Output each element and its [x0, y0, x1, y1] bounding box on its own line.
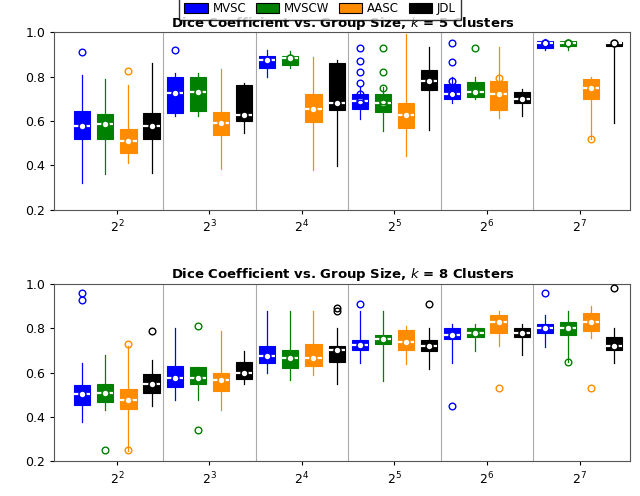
Bar — [213, 112, 229, 135]
Bar — [328, 346, 345, 362]
Bar — [259, 56, 275, 67]
Bar — [305, 94, 321, 122]
Bar — [421, 340, 437, 351]
Bar — [513, 92, 530, 103]
Bar — [143, 374, 159, 392]
Bar — [537, 41, 553, 48]
Bar — [398, 330, 414, 351]
Bar — [143, 113, 159, 138]
Bar — [236, 85, 252, 121]
Bar — [537, 324, 553, 333]
Bar — [444, 328, 460, 339]
Bar — [328, 63, 345, 110]
Bar — [120, 128, 136, 153]
Bar — [560, 41, 576, 46]
Bar — [490, 315, 507, 333]
Bar — [606, 337, 622, 351]
Bar — [444, 84, 460, 99]
Bar — [213, 373, 229, 391]
Bar — [398, 103, 414, 127]
Bar — [282, 351, 298, 368]
Bar — [259, 347, 275, 363]
Bar — [282, 56, 298, 65]
Bar — [375, 335, 391, 344]
Title: Dice Coefficient vs. Group Size, $k$ = 8 Clusters: Dice Coefficient vs. Group Size, $k$ = 8… — [170, 266, 515, 283]
Bar — [351, 94, 368, 109]
Bar — [236, 362, 252, 379]
Bar — [74, 111, 90, 138]
Bar — [583, 313, 599, 330]
Bar — [189, 76, 206, 111]
Bar — [97, 384, 113, 402]
Bar — [166, 366, 183, 387]
Bar — [351, 340, 368, 351]
Bar — [467, 82, 483, 97]
Bar — [305, 344, 321, 367]
Bar — [467, 328, 483, 337]
Bar — [189, 367, 206, 384]
Bar — [74, 385, 90, 405]
Title: Dice Coefficient vs. Group Size, $k$ = 5 Clusters: Dice Coefficient vs. Group Size, $k$ = 5… — [170, 15, 515, 32]
Legend: MVSC, MVSCW, AASC, JDL: MVSC, MVSCW, AASC, JDL — [179, 0, 461, 20]
Bar — [583, 79, 599, 99]
Bar — [560, 322, 576, 335]
Bar — [375, 94, 391, 112]
Bar — [490, 81, 507, 110]
Bar — [166, 76, 183, 113]
Bar — [421, 70, 437, 90]
Bar — [120, 389, 136, 409]
Bar — [97, 114, 113, 138]
Bar — [606, 42, 622, 46]
Bar — [513, 328, 530, 337]
